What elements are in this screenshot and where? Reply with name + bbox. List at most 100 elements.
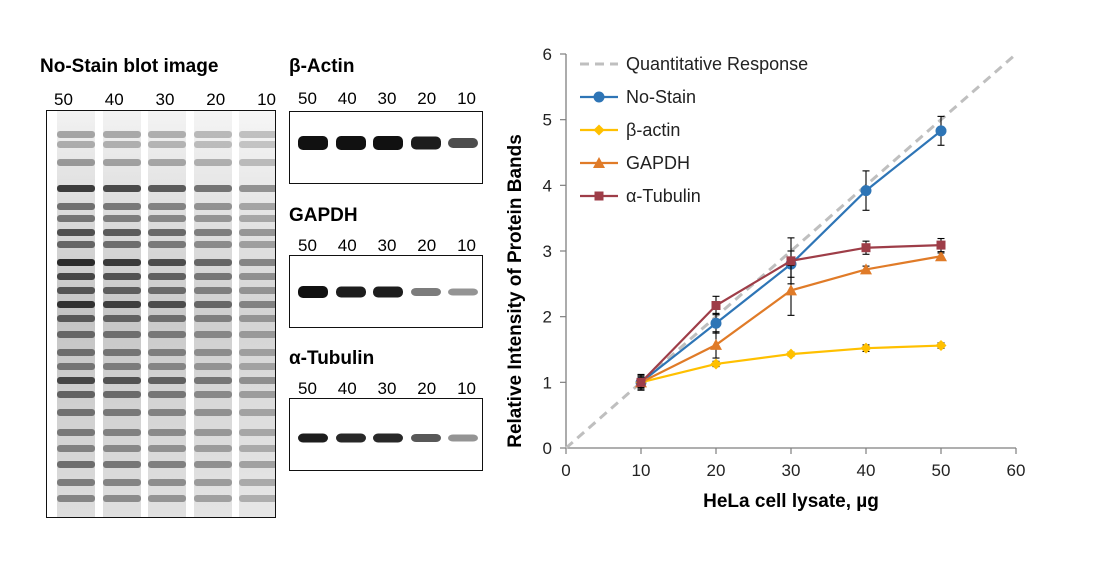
protein-band [298, 286, 328, 298]
protein-band [194, 215, 232, 222]
tubulin-blot-image [289, 398, 483, 471]
lane-label: 50 [298, 379, 317, 398]
protein-band [373, 286, 403, 298]
protein-band [148, 409, 186, 416]
protein-band [194, 229, 232, 236]
protein-band [148, 141, 186, 148]
legend-swatch-marker [593, 91, 605, 103]
protein-band [103, 349, 141, 356]
lane-label: 10 [457, 379, 476, 398]
protein-band [148, 287, 186, 294]
protein-band [194, 287, 232, 294]
protein-band [239, 273, 275, 280]
lane-label: 40 [337, 236, 357, 255]
lane-label: 10 [457, 236, 476, 255]
protein-band [57, 377, 95, 384]
protein-band [239, 445, 275, 452]
lane-label: 30 [377, 379, 397, 398]
tubulin-blot-title: α-Tubulin [289, 348, 375, 369]
lane-smear [148, 111, 186, 517]
nostain-lane-labels: 50 40 30 20 10 [54, 90, 276, 110]
protein-band [194, 141, 232, 148]
protein-band [373, 136, 403, 150]
protein-band [148, 315, 186, 322]
protein-band [148, 259, 186, 266]
protein-band [239, 215, 275, 222]
protein-band [239, 429, 275, 436]
nostain-blot-bands [57, 111, 275, 517]
y-tick-label: 3 [543, 242, 552, 261]
y-tick-label: 4 [543, 176, 552, 195]
protein-band [148, 185, 186, 192]
legend-label: GAPDH [626, 153, 690, 173]
protein-band [298, 136, 328, 150]
data-point [935, 250, 947, 262]
data-point [860, 263, 872, 275]
protein-band [103, 377, 141, 384]
protein-band [57, 185, 95, 192]
protein-band [57, 461, 95, 468]
protein-band [336, 286, 366, 298]
lane-label: 20 [417, 89, 437, 108]
gapdh-blot-image [289, 255, 483, 328]
protein-band [194, 429, 232, 436]
protein-band [148, 377, 186, 384]
protein-band [57, 229, 95, 236]
protein-band [411, 434, 441, 442]
protein-band [194, 273, 232, 280]
tubulin-lane-labels: 50 40 30 20 10 [298, 379, 476, 399]
protein-band [148, 445, 186, 452]
protein-band [194, 391, 232, 398]
protein-band [148, 203, 186, 210]
protein-band [148, 391, 186, 398]
y-tick-label: 6 [543, 45, 552, 64]
actin-blot-image [289, 111, 483, 184]
protein-band [239, 159, 275, 166]
data-point [710, 338, 722, 350]
lane-label: 10 [257, 90, 276, 109]
data-point [860, 185, 872, 197]
protein-band [57, 315, 95, 322]
protein-band [103, 315, 141, 322]
legend: Quantitative Response No-Stain β-actin GAPD… [580, 54, 808, 206]
protein-band [194, 185, 232, 192]
protein-band [194, 203, 232, 210]
protein-band [411, 136, 441, 150]
protein-band [194, 259, 232, 266]
x-tick-label: 30 [782, 461, 801, 480]
protein-band [103, 429, 141, 436]
lane-label: 30 [155, 90, 175, 109]
protein-band [194, 301, 232, 308]
data-point [786, 256, 796, 266]
protein-band [57, 241, 95, 248]
protein-band [239, 301, 275, 308]
protein-band [239, 409, 275, 416]
data-point [935, 340, 947, 352]
protein-band [103, 215, 141, 222]
y-axis-label: Relative Intensity of Protein Bands [505, 134, 526, 448]
data-point [636, 377, 646, 387]
legend-label: No-Stain [626, 87, 696, 107]
protein-band [103, 391, 141, 398]
protein-band [103, 203, 141, 210]
protein-band [239, 287, 275, 294]
nostain-blot-image [46, 110, 276, 518]
protein-band [57, 131, 95, 138]
y-tick-label: 5 [543, 111, 552, 130]
protein-band [148, 461, 186, 468]
protein-band [148, 159, 186, 166]
gapdh-lane-labels: 50 40 30 20 10 [298, 236, 476, 256]
protein-band [103, 287, 141, 294]
protein-band [239, 241, 275, 248]
legend-label: α-Tubulin [626, 186, 701, 206]
x-tick-label: 50 [932, 461, 951, 480]
protein-band [336, 433, 366, 443]
legend-swatch-marker [594, 191, 604, 201]
actin-lane-labels: 50 40 30 20 10 [298, 89, 476, 109]
protein-band [239, 315, 275, 322]
protein-band [194, 131, 232, 138]
protein-band [57, 495, 95, 502]
protein-band [57, 391, 95, 398]
protein-band [239, 331, 275, 338]
protein-band [298, 433, 328, 443]
